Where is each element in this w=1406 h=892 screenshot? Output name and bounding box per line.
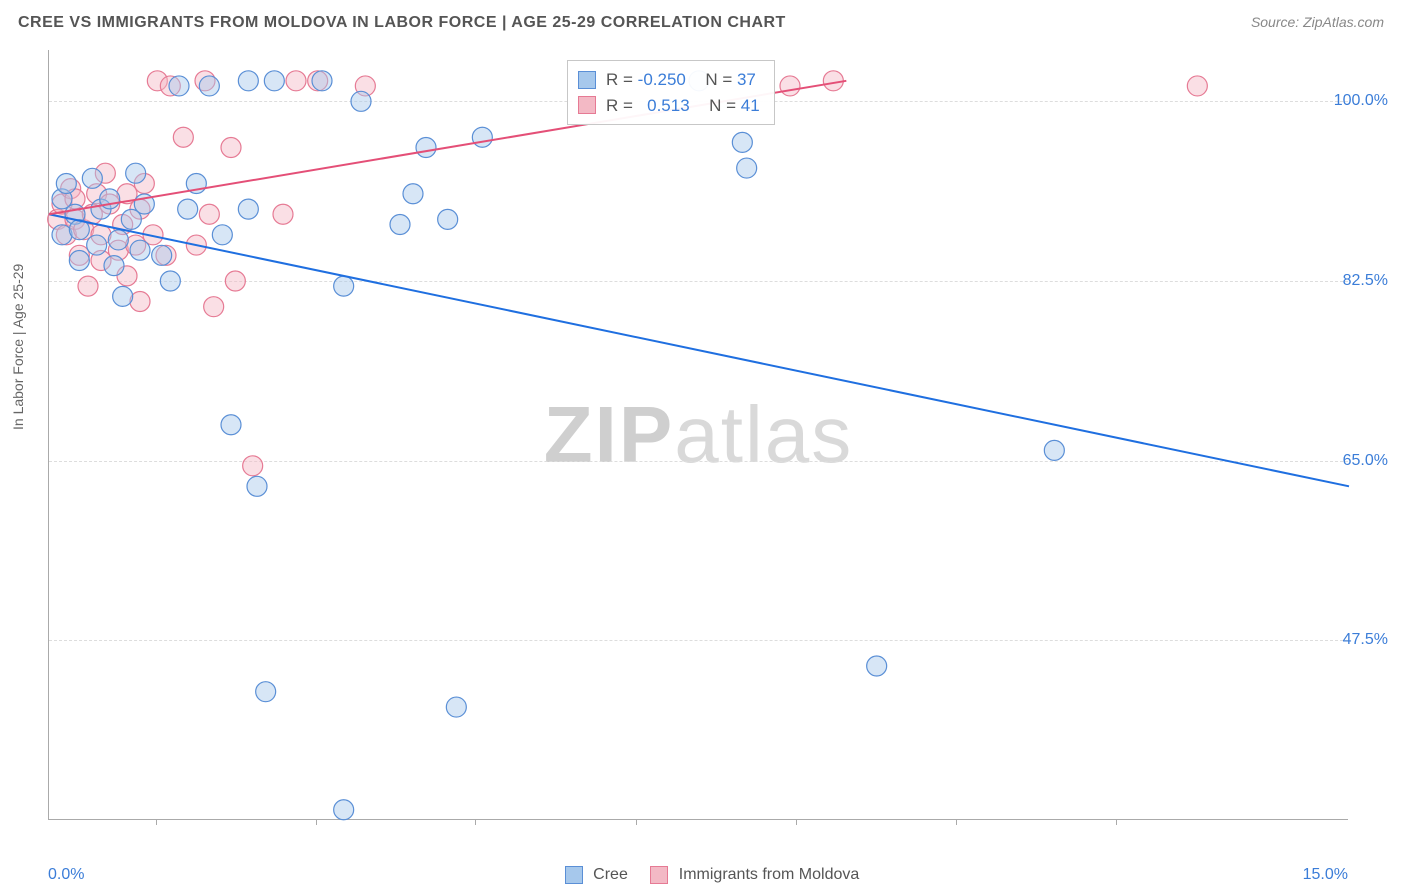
y-tick-label: 47.5%: [1343, 631, 1388, 649]
x-tick: [636, 819, 637, 825]
moldova-swatch-icon: [578, 96, 596, 114]
data-point: [1044, 440, 1064, 460]
data-point: [113, 286, 133, 306]
data-point: [732, 132, 752, 152]
data-point: [446, 697, 466, 717]
y-tick-label: 82.5%: [1343, 272, 1388, 290]
data-point: [243, 456, 263, 476]
cree-swatch-icon: [578, 71, 596, 89]
data-point: [403, 184, 423, 204]
data-point: [472, 127, 492, 147]
data-point: [256, 682, 276, 702]
data-point: [221, 415, 241, 435]
data-point: [221, 138, 241, 158]
data-point: [204, 297, 224, 317]
data-point: [199, 204, 219, 224]
source-attribution: Source: ZipAtlas.com: [1251, 14, 1384, 30]
data-point: [173, 127, 193, 147]
data-point: [238, 199, 258, 219]
y-tick-label: 100.0%: [1334, 92, 1388, 110]
x-tick: [796, 819, 797, 825]
data-point: [82, 168, 102, 188]
data-point: [273, 204, 293, 224]
cree-swatch-icon: [565, 866, 583, 884]
data-point: [416, 138, 436, 158]
data-point: [238, 71, 258, 91]
x-tick: [156, 819, 157, 825]
data-point: [69, 250, 89, 270]
data-point: [87, 235, 107, 255]
y-axis-label: In Labor Force | Age 25-29: [10, 264, 26, 430]
data-point: [334, 276, 354, 296]
correlation-stats-box: R = -0.250 N = 37 R = 0.513 N = 41: [567, 60, 775, 125]
x-tick: [956, 819, 957, 825]
data-point: [212, 225, 232, 245]
chart-title: CREE VS IMMIGRANTS FROM MOLDOVA IN LABOR…: [18, 14, 786, 32]
x-tick: [475, 819, 476, 825]
data-point: [351, 91, 371, 111]
data-point: [780, 76, 800, 96]
data-point: [286, 71, 306, 91]
legend: Cree Immigrants from Moldova: [0, 866, 1406, 884]
data-point: [247, 476, 267, 496]
data-point: [225, 271, 245, 291]
plot-area: ZIPatlas R = -0.250 N = 37 R = 0.513 N =…: [48, 50, 1348, 820]
data-point: [867, 656, 887, 676]
data-point: [160, 271, 180, 291]
legend-cree-label: Cree: [593, 866, 628, 883]
x-tick: [316, 819, 317, 825]
scatter-chart: [49, 50, 1348, 819]
data-point: [264, 71, 284, 91]
data-point: [56, 173, 76, 193]
data-point: [737, 158, 757, 178]
data-point: [1187, 76, 1207, 96]
data-point: [169, 76, 189, 96]
data-point: [108, 230, 128, 250]
data-point: [390, 215, 410, 235]
data-point: [152, 245, 172, 265]
stats-row-cree: R = -0.250 N = 37: [578, 67, 760, 93]
data-point: [78, 276, 98, 296]
data-point: [130, 240, 150, 260]
stats-row-moldova: R = 0.513 N = 41: [578, 93, 760, 119]
data-point: [126, 163, 146, 183]
y-tick-label: 65.0%: [1343, 452, 1388, 470]
data-point: [104, 256, 124, 276]
x-tick: [1116, 819, 1117, 825]
data-point: [312, 71, 332, 91]
legend-moldova-label: Immigrants from Moldova: [679, 866, 860, 883]
data-point: [334, 800, 354, 820]
data-point: [178, 199, 198, 219]
moldova-swatch-icon: [650, 866, 668, 884]
data-point: [199, 76, 219, 96]
regression-line: [49, 214, 1349, 486]
data-point: [438, 209, 458, 229]
